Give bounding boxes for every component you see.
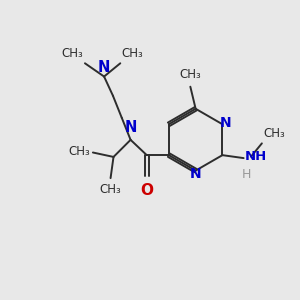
Text: CH₃: CH₃	[100, 183, 122, 196]
Text: O: O	[140, 183, 153, 198]
Text: CH₃: CH₃	[179, 68, 201, 81]
Text: CH₃: CH₃	[122, 47, 143, 60]
Text: CH₃: CH₃	[69, 145, 91, 158]
Text: CH₃: CH₃	[62, 47, 83, 60]
Text: N: N	[98, 60, 110, 75]
Text: N: N	[190, 167, 202, 181]
Text: N: N	[124, 120, 137, 135]
Text: N: N	[220, 116, 232, 130]
Text: CH₃: CH₃	[263, 128, 285, 140]
Text: H: H	[242, 168, 251, 182]
Text: NH: NH	[245, 150, 267, 163]
